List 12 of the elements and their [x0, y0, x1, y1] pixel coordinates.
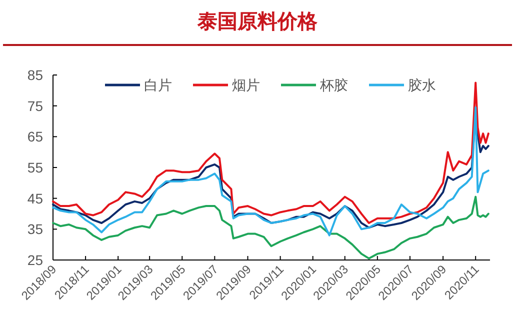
y-tick-label: 55 [27, 160, 44, 176]
y-tick-label: 75 [27, 98, 44, 114]
legend-label: 胶水 [408, 77, 436, 93]
legend-label: 白片 [144, 77, 172, 93]
y-tick-label: 85 [27, 67, 44, 83]
legend-label: 杯胶 [319, 77, 348, 93]
y-tick-label: 65 [27, 128, 44, 145]
legend-label: 烟片 [232, 77, 260, 93]
y-tick-label: 45 [27, 190, 44, 206]
y-tick-label: 35 [27, 221, 44, 238]
chart-title: 泰国原料价格 [196, 11, 318, 33]
y-tick-label: 25 [27, 252, 44, 268]
